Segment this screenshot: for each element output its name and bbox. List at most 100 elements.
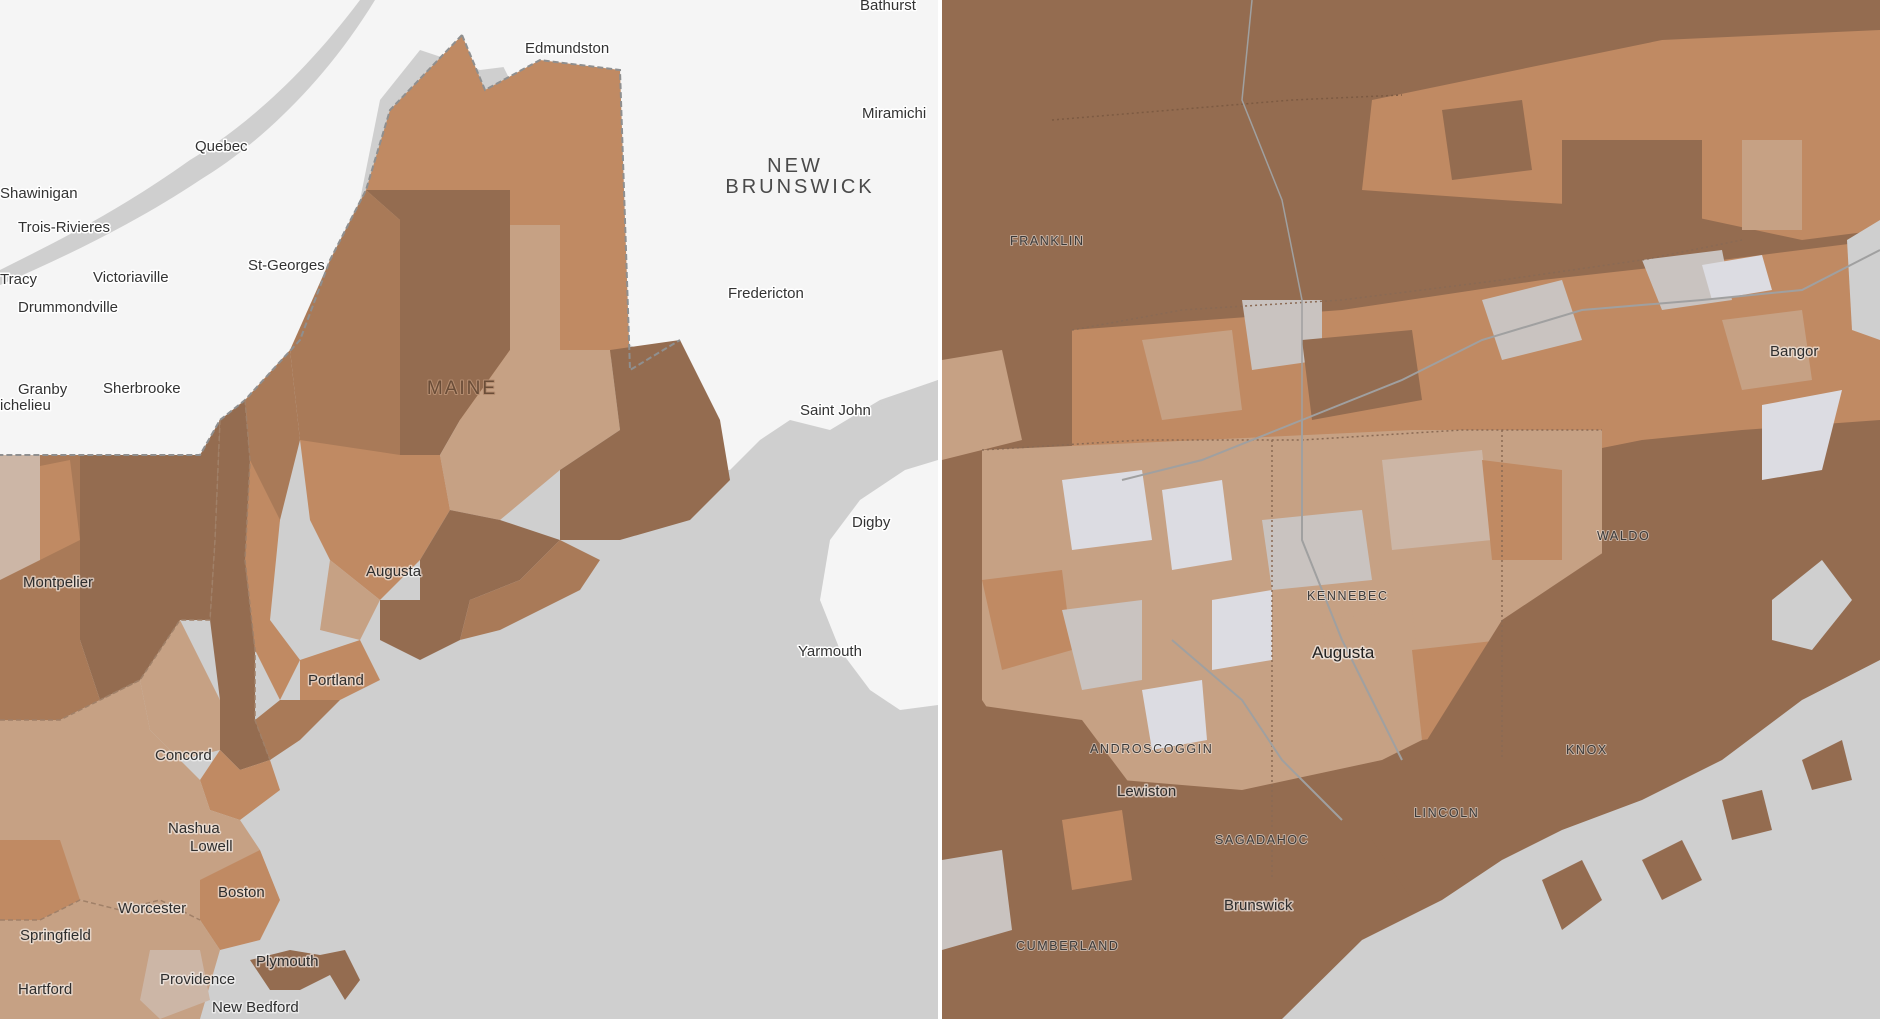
city-hartford: Hartford [18, 981, 72, 998]
lavender-a [1062, 470, 1152, 550]
nova-scotia-land [820, 460, 938, 710]
city-lowell: Lowell [190, 838, 233, 855]
north-dark-block [1442, 100, 1532, 180]
city-augusta-right: Augusta [1312, 643, 1375, 662]
county-label-lincoln: LINCOLN [1414, 806, 1479, 820]
city-montpelier: Montpelier [23, 574, 93, 591]
county-line-north [1051, 94, 1403, 121]
central-dark-a [1302, 330, 1422, 420]
maine-county-waldo [420, 510, 560, 600]
county-label-kennebec: KENNEBEC [1307, 589, 1389, 603]
maine-county-lincoln [380, 600, 470, 660]
vt-ma-border [0, 679, 141, 721]
lavender-c [1212, 590, 1272, 670]
maine-county-piscataquis [366, 190, 510, 455]
east-lavender [1762, 390, 1842, 480]
new-york-edge [0, 455, 40, 580]
city-sherbrooke: Sherbrooke [103, 380, 181, 397]
massachusetts-springfield [0, 840, 80, 920]
island-a [1542, 860, 1602, 930]
city-brunswick: Brunswick [1224, 897, 1293, 914]
highway-i295 [1301, 420, 1403, 761]
city-victoriaville: Victoriaville [93, 269, 169, 286]
county-line-mid [1071, 239, 1743, 331]
maine-county-cumberland [300, 640, 380, 700]
city-plymouth: Plymouth [256, 953, 319, 970]
city-nashua: Nashua [168, 820, 220, 837]
panel-divider [938, 0, 942, 1019]
county-label-cumberland: CUMBERLAND [1016, 939, 1120, 953]
central-gray-b [1482, 280, 1582, 360]
city-bangor: Bangor [1770, 343, 1818, 360]
city-tracy: Tracy [0, 271, 37, 288]
city-saint-john: Saint John [800, 402, 871, 419]
maine-county-somerset [290, 190, 400, 480]
city-yarmouth: Yarmouth [798, 643, 862, 660]
ma-ct-border [0, 899, 201, 921]
northeast-dark-block [1562, 140, 1702, 250]
lavender-b [1162, 480, 1232, 570]
city-granby: Granby [18, 381, 68, 398]
city-richelieu: ichelieu [0, 397, 51, 414]
city-lewiston: Lewiston [1117, 783, 1176, 800]
bay-of-fundy [720, 380, 938, 520]
kennebec-pale [1382, 450, 1492, 550]
city-shawinigan: Shawinigan [0, 185, 78, 202]
new-hampshire-north [210, 400, 270, 770]
city-st-georges: St-Georges [248, 257, 325, 274]
penobscot-bay [1772, 560, 1852, 650]
county-label-androscoggin: ANDROSCOGGIN [1090, 742, 1213, 756]
southwest-gray [942, 850, 1012, 950]
canada-land-west [0, 0, 560, 455]
vermont-east [80, 420, 220, 700]
highway-lewiston [1171, 639, 1343, 821]
west-orange [982, 570, 1072, 670]
southwest-orange [1062, 810, 1132, 890]
ocean-gulf-of-maine [1282, 660, 1880, 1019]
canada-land-east [0, 0, 938, 470]
central-tan-a [1142, 330, 1242, 420]
region-label-new: NEW [767, 155, 823, 177]
city-new-bedford: New Bedford [212, 999, 299, 1016]
river-kennebec-north [1241, 0, 1303, 420]
new-hampshire-coast [200, 750, 280, 820]
maine-county-penobscot [440, 350, 620, 520]
city-concord: Concord [155, 747, 212, 764]
city-bathurst: Bathurst [860, 0, 917, 14]
nh-vt-border [99, 419, 221, 701]
highway-i95 [1121, 249, 1880, 481]
st-lawrence-river [0, 0, 375, 285]
region-label-brunswick: BRUNSWICK [725, 176, 874, 198]
county-label-knox: KNOX [1566, 743, 1608, 757]
maine-nb-border [461, 34, 681, 372]
city-edmundston: Edmundston [525, 40, 609, 57]
island-c [1722, 790, 1772, 840]
maine-coast-islands [460, 540, 600, 640]
county-label-sagadahoc: SAGADAHOC [1215, 833, 1309, 847]
penobscot-river [1847, 220, 1880, 340]
right-map-canvas[interactable]: FRANKLIN KENNEBEC WALDO ANDROSCOGGIN KNO… [942, 0, 1880, 1019]
west-gray [1062, 600, 1142, 690]
city-boston: Boston [218, 884, 265, 901]
east-tan [1722, 310, 1812, 390]
us-canada-border [0, 34, 463, 456]
island-d [1802, 740, 1852, 790]
west-edge-tan [942, 350, 1022, 460]
rhode-island-county [140, 950, 210, 1019]
maine-nh-border [244, 399, 271, 761]
city-fredericton: Fredericton [728, 285, 804, 302]
kennebec-lakes-gray [1262, 510, 1372, 590]
northeast-tan-block [1742, 140, 1802, 230]
massachusetts-boston [200, 850, 280, 950]
maine-county-york [255, 700, 340, 760]
lavender-d [1142, 680, 1207, 750]
city-digby: Digby [852, 514, 891, 531]
city-drummondville: Drummondville [18, 299, 118, 316]
state-label-maine: MAINE [427, 378, 497, 399]
city-springfield: Springfield [20, 927, 91, 944]
right-map-panel[interactable]: FRANKLIN KENNEBEC WALDO ANDROSCOGGIN KNO… [942, 0, 1880, 1019]
left-map-canvas[interactable]: Bathurst Edmundston Miramichi Quebec Sha… [0, 0, 938, 1019]
county-label-franklin: FRANKLIN [1010, 234, 1085, 248]
city-portland: Portland [308, 672, 364, 689]
left-map-panel[interactable]: Bathurst Edmundston Miramichi Quebec Sha… [0, 0, 938, 1019]
